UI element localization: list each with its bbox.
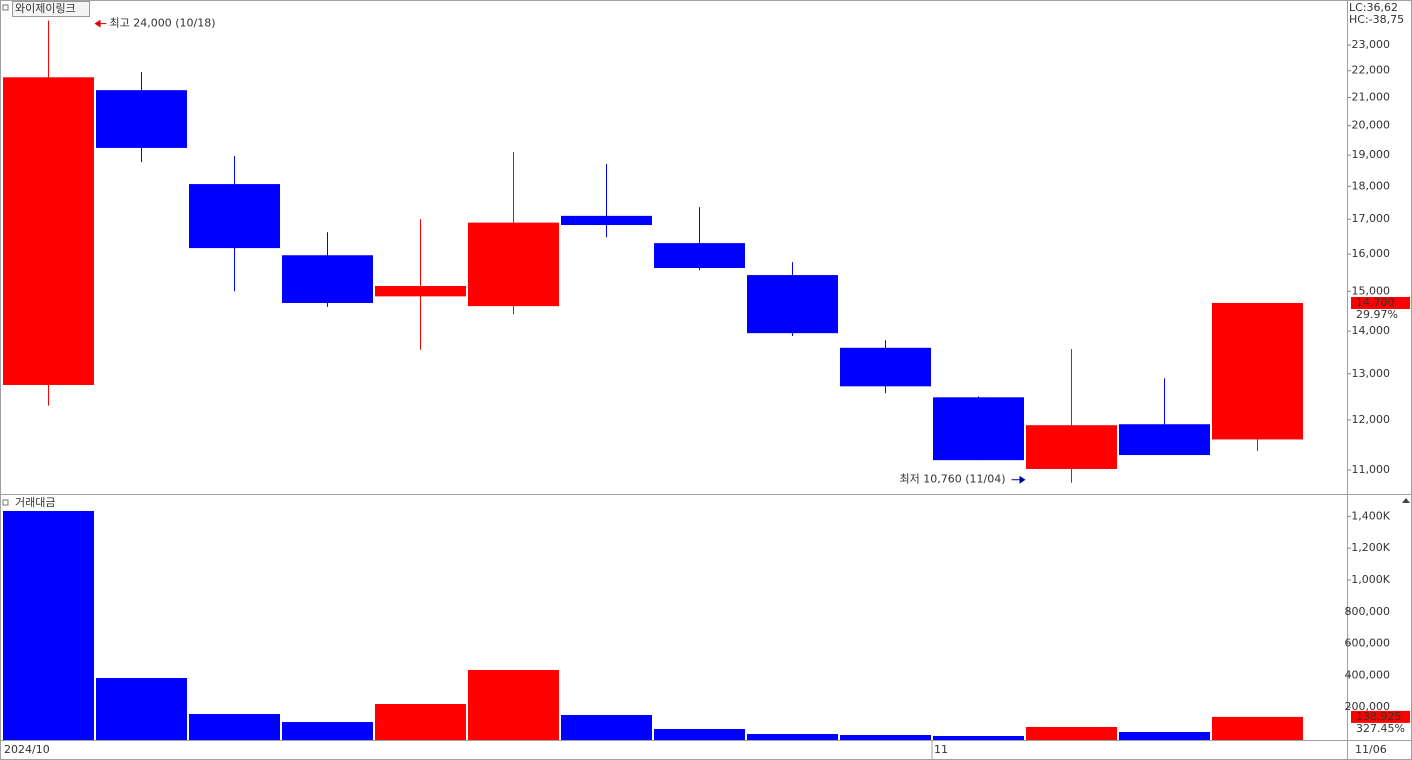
y-tick-label: 12,000: [1352, 413, 1391, 426]
y-tick-label: 1,400K: [1351, 509, 1390, 522]
value-tag-label: 138,925: [1356, 710, 1402, 723]
candle-body: [654, 243, 745, 269]
y-tick-label: 15,000: [1352, 284, 1391, 297]
bar: [561, 714, 652, 740]
candle-body: [933, 397, 1024, 461]
y-tick-label: 11,000: [1352, 463, 1391, 476]
indicator: HC:-38,75: [1349, 13, 1404, 26]
x-tick-label: 11: [934, 743, 948, 756]
panel-icon: [2, 4, 9, 11]
y-tick-label: 19,000: [1352, 148, 1391, 161]
annotation: 최저 10,760 (11/04): [899, 473, 1005, 486]
candle-body: [747, 275, 838, 334]
bar: [840, 734, 931, 740]
y-tick-label: 800,000: [1345, 605, 1391, 618]
candle-body: [1026, 425, 1117, 469]
bar: [1212, 716, 1303, 740]
bar: [96, 678, 187, 740]
candle-body: [375, 285, 466, 297]
bar: [282, 722, 373, 740]
y-tick-label: 600,000: [1345, 637, 1391, 650]
candle-body: [561, 215, 652, 226]
price-tag-label: 14,700: [1356, 296, 1395, 309]
candle-body: [840, 347, 931, 387]
annotation-arrow: [94, 19, 101, 28]
bar: [468, 669, 559, 740]
price-tag: [1351, 296, 1410, 309]
y-tick-label: 21,000: [1352, 91, 1391, 104]
bar: [375, 704, 466, 740]
candle-body: [189, 184, 280, 249]
annotation: 최고 24,000 (10/18): [110, 17, 216, 30]
y-tick-label: 20,000: [1352, 119, 1391, 132]
candle-body: [96, 90, 187, 148]
panel-title: 거래대금: [15, 496, 55, 509]
panel-icon: [2, 499, 9, 506]
panel-toggle[interactable]: [1402, 498, 1410, 503]
change-label: 327.45%: [1356, 722, 1405, 735]
y-tick-label: 22,000: [1352, 64, 1391, 77]
panel-title: 와이제이링크: [15, 2, 76, 15]
bar: [189, 714, 280, 740]
change-label: 29.97%: [1356, 308, 1398, 321]
y-tick-label: 1,000K: [1351, 573, 1390, 586]
y-tick-label: 23,000: [1352, 38, 1391, 51]
y-tick-label: 17,000: [1352, 212, 1391, 225]
bar: [933, 735, 1024, 740]
candle-body: [468, 222, 559, 307]
bar: [1026, 726, 1117, 740]
candle-body: [3, 77, 94, 385]
y-tick-label: 1,200K: [1351, 541, 1390, 554]
value-tag: [1351, 710, 1410, 723]
candle-body: [1212, 302, 1303, 440]
y-tick-label: 400,000: [1345, 668, 1391, 681]
candle-body: [1119, 424, 1210, 456]
bar: [747, 734, 838, 740]
bar: [654, 728, 745, 740]
x-tick-label: 2024/10: [4, 743, 50, 756]
bar: [1119, 732, 1210, 740]
y-tick-label: 200,000: [1345, 700, 1391, 713]
title-box: [12, 1, 90, 17]
annotation-arrow: [1019, 475, 1026, 484]
bar: [3, 510, 94, 740]
y-tick-label: 14,000: [1352, 324, 1391, 337]
indicator: LC:36,62: [1349, 1, 1398, 14]
candle-body: [282, 255, 373, 303]
y-tick-label: 13,000: [1352, 367, 1391, 380]
y-tick-label: 18,000: [1352, 179, 1391, 192]
x-tick-label: 11/06: [1355, 743, 1387, 756]
y-tick-label: 16,000: [1352, 247, 1391, 260]
